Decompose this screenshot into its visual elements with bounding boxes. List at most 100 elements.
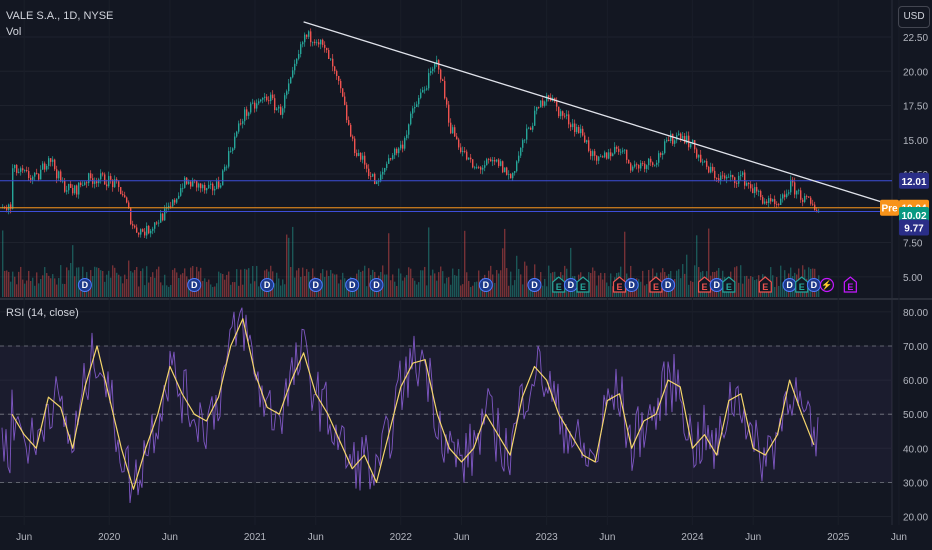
volume-bar xyxy=(736,266,738,297)
volume-bar xyxy=(696,235,698,297)
volume-bar xyxy=(300,276,302,297)
candle-body xyxy=(298,53,300,59)
volume-bar xyxy=(68,270,70,297)
candle-body xyxy=(96,181,98,184)
earnings-marker-label: E xyxy=(580,282,586,292)
dividend-marker-label: D xyxy=(628,280,635,290)
candle-body xyxy=(354,138,356,154)
volume-bar xyxy=(20,266,22,297)
candle-body xyxy=(146,225,148,236)
candle-body xyxy=(508,174,510,175)
volume-bar xyxy=(360,271,362,297)
candle-body xyxy=(158,222,160,224)
volume-bar xyxy=(298,268,300,297)
volume-bar xyxy=(478,270,480,297)
volume-bar xyxy=(94,266,96,297)
candle-body xyxy=(612,153,614,157)
volume-bar xyxy=(154,277,156,297)
volume-bar xyxy=(302,267,304,297)
candle-body xyxy=(280,106,282,115)
candle-body xyxy=(478,167,480,169)
candle-body xyxy=(494,160,496,162)
volume-bar xyxy=(324,276,326,297)
volume-bar xyxy=(408,267,410,297)
volume-bar xyxy=(292,226,294,297)
volume-bar xyxy=(92,276,94,297)
volume-bar xyxy=(186,276,188,297)
candle-body xyxy=(592,151,594,157)
candle-body xyxy=(148,225,150,234)
candle-body xyxy=(340,80,342,89)
volume-bar xyxy=(28,270,30,297)
candle-body xyxy=(670,133,672,142)
volume-bar xyxy=(472,285,474,297)
candle-body xyxy=(544,101,546,106)
candle-body xyxy=(284,95,286,109)
candle-body xyxy=(800,190,802,200)
candle-body xyxy=(36,172,38,174)
volume-bar xyxy=(500,270,502,297)
currency-button[interactable]: USD xyxy=(898,6,930,28)
candle-body xyxy=(556,101,558,107)
volume-bar xyxy=(590,272,592,297)
volume-bar xyxy=(134,269,136,297)
candle-body xyxy=(120,187,122,195)
candle-body xyxy=(324,44,326,48)
candle-body xyxy=(724,175,726,179)
candle-body xyxy=(716,178,718,179)
volume-bar xyxy=(638,279,640,297)
volume-label[interactable]: Vol xyxy=(6,26,22,38)
volume-bar xyxy=(608,286,610,297)
volume-bar xyxy=(224,279,226,297)
candle-body xyxy=(90,173,92,179)
candle-body xyxy=(530,127,532,130)
volume-bar xyxy=(412,278,414,297)
volume-bar xyxy=(458,268,460,297)
candle-body xyxy=(320,39,322,45)
candle-body xyxy=(628,159,630,164)
candle-body xyxy=(616,146,618,149)
volume-bar xyxy=(150,276,152,297)
volume-bar xyxy=(438,272,440,297)
volume-bar xyxy=(248,268,250,297)
volume-bar xyxy=(680,278,682,297)
price-tick-label: 17.50 xyxy=(903,102,928,113)
time-tick-label: Jun xyxy=(891,532,907,543)
volume-bar xyxy=(646,284,648,297)
price-tick-label: 22.50 xyxy=(903,33,928,44)
volume-bar xyxy=(364,265,366,297)
symbol-title[interactable]: VALE S.A., 1D, NYSE xyxy=(6,10,114,22)
candle-body xyxy=(408,124,410,135)
volume-bar xyxy=(144,285,146,297)
rsi-label[interactable]: RSI (14, close) xyxy=(6,307,79,319)
candle-body xyxy=(512,172,514,179)
volume-bar xyxy=(242,284,244,297)
volume-bar xyxy=(62,283,64,297)
candle-body xyxy=(256,103,258,109)
volume-bar xyxy=(160,282,162,297)
candle-body xyxy=(258,101,260,104)
candle-body xyxy=(14,164,16,169)
candle-body xyxy=(8,204,10,210)
candle-body xyxy=(712,166,714,171)
volume-bar xyxy=(204,278,206,297)
candle-body xyxy=(784,194,786,198)
volume-bar xyxy=(330,270,332,297)
candle-body xyxy=(268,100,270,102)
volume-bar xyxy=(434,273,436,297)
candle-body xyxy=(304,34,306,43)
time-tick-label: 2022 xyxy=(390,532,413,543)
volume-bar xyxy=(136,266,138,297)
volume-bar xyxy=(524,261,526,297)
candle-body xyxy=(372,173,374,177)
candle-body xyxy=(386,163,388,169)
candle-body xyxy=(472,159,474,168)
volume-bar xyxy=(252,265,254,297)
candle-body xyxy=(458,139,460,148)
candle-body xyxy=(430,70,432,74)
candle-body xyxy=(380,174,382,182)
candle-body xyxy=(332,58,334,67)
candle-body xyxy=(132,224,134,226)
